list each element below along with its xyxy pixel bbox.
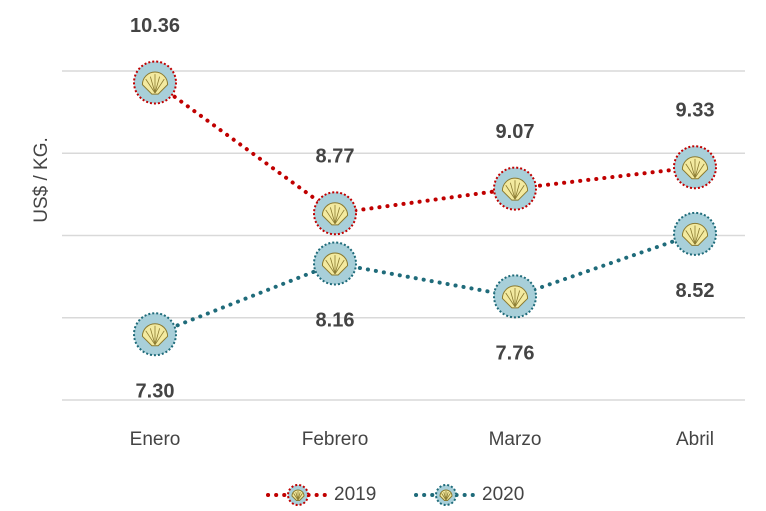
point	[673, 211, 717, 256]
marker-rib	[694, 230, 705, 245]
point	[313, 191, 357, 236]
x-tick-label: Febrero	[302, 429, 369, 450]
series-line	[153, 80, 697, 216]
marker-rib	[509, 182, 516, 200]
marker-rib	[329, 207, 336, 224]
marker-rib	[689, 227, 696, 245]
marker-rib	[505, 185, 516, 200]
legend-marker	[287, 484, 309, 506]
marker-rib	[694, 227, 701, 245]
point	[673, 145, 717, 190]
marker-rib	[334, 209, 345, 225]
data-label: 8.16	[316, 310, 355, 332]
series-line	[153, 231, 697, 337]
marker-rib	[293, 493, 299, 501]
marker-rib	[505, 292, 516, 308]
data-label: 8.52	[676, 280, 715, 302]
marker-rib	[154, 78, 165, 94]
data-label: 9.33	[676, 100, 715, 122]
marker-rib	[694, 163, 705, 178]
marker-rib	[514, 182, 521, 200]
legend-label: 2020	[482, 484, 524, 505]
marker-rib	[514, 290, 521, 307]
point	[133, 312, 177, 357]
marker-rib	[334, 257, 341, 275]
x-tick-label: Enero	[130, 429, 181, 450]
marker-rib	[325, 209, 336, 225]
point	[133, 60, 177, 105]
marker-rib	[149, 76, 156, 94]
point	[313, 241, 357, 286]
x-tick-label: Marzo	[489, 429, 542, 450]
marker-rib	[154, 328, 161, 345]
marker-rib	[145, 78, 156, 94]
legend-marker	[435, 484, 457, 506]
legend-label: 2019	[334, 484, 376, 505]
marker-rib	[145, 330, 156, 345]
marker-rib	[689, 161, 696, 178]
marker-rib	[334, 259, 345, 275]
point	[493, 274, 537, 319]
data-label: 8.77	[316, 146, 355, 168]
x-tick-label: Abril	[676, 429, 714, 450]
point	[493, 166, 537, 211]
y-axis-label: US$ / KG.	[31, 137, 52, 223]
data-label: 10.36	[130, 15, 180, 37]
data-label: 9.07	[496, 121, 535, 143]
marker-rib	[514, 292, 525, 308]
marker-rib	[297, 493, 303, 501]
marker-rib	[694, 161, 701, 178]
marker-rib	[685, 230, 696, 245]
marker-rib	[334, 207, 341, 224]
marker-rib	[441, 493, 447, 501]
marker-rib	[149, 328, 156, 345]
data-label: 7.30	[136, 380, 175, 402]
marker-rib	[329, 257, 336, 275]
marker-rib	[297, 492, 301, 501]
marker-rib	[325, 259, 336, 275]
marker-rib	[445, 492, 449, 501]
data-label: 7.76	[496, 343, 535, 365]
marker-rib	[509, 290, 516, 307]
marker-rib	[154, 330, 165, 345]
marker-rib	[154, 76, 161, 94]
marker-rib	[514, 185, 525, 200]
marker-rib	[685, 163, 696, 178]
marker-rib	[445, 493, 451, 501]
